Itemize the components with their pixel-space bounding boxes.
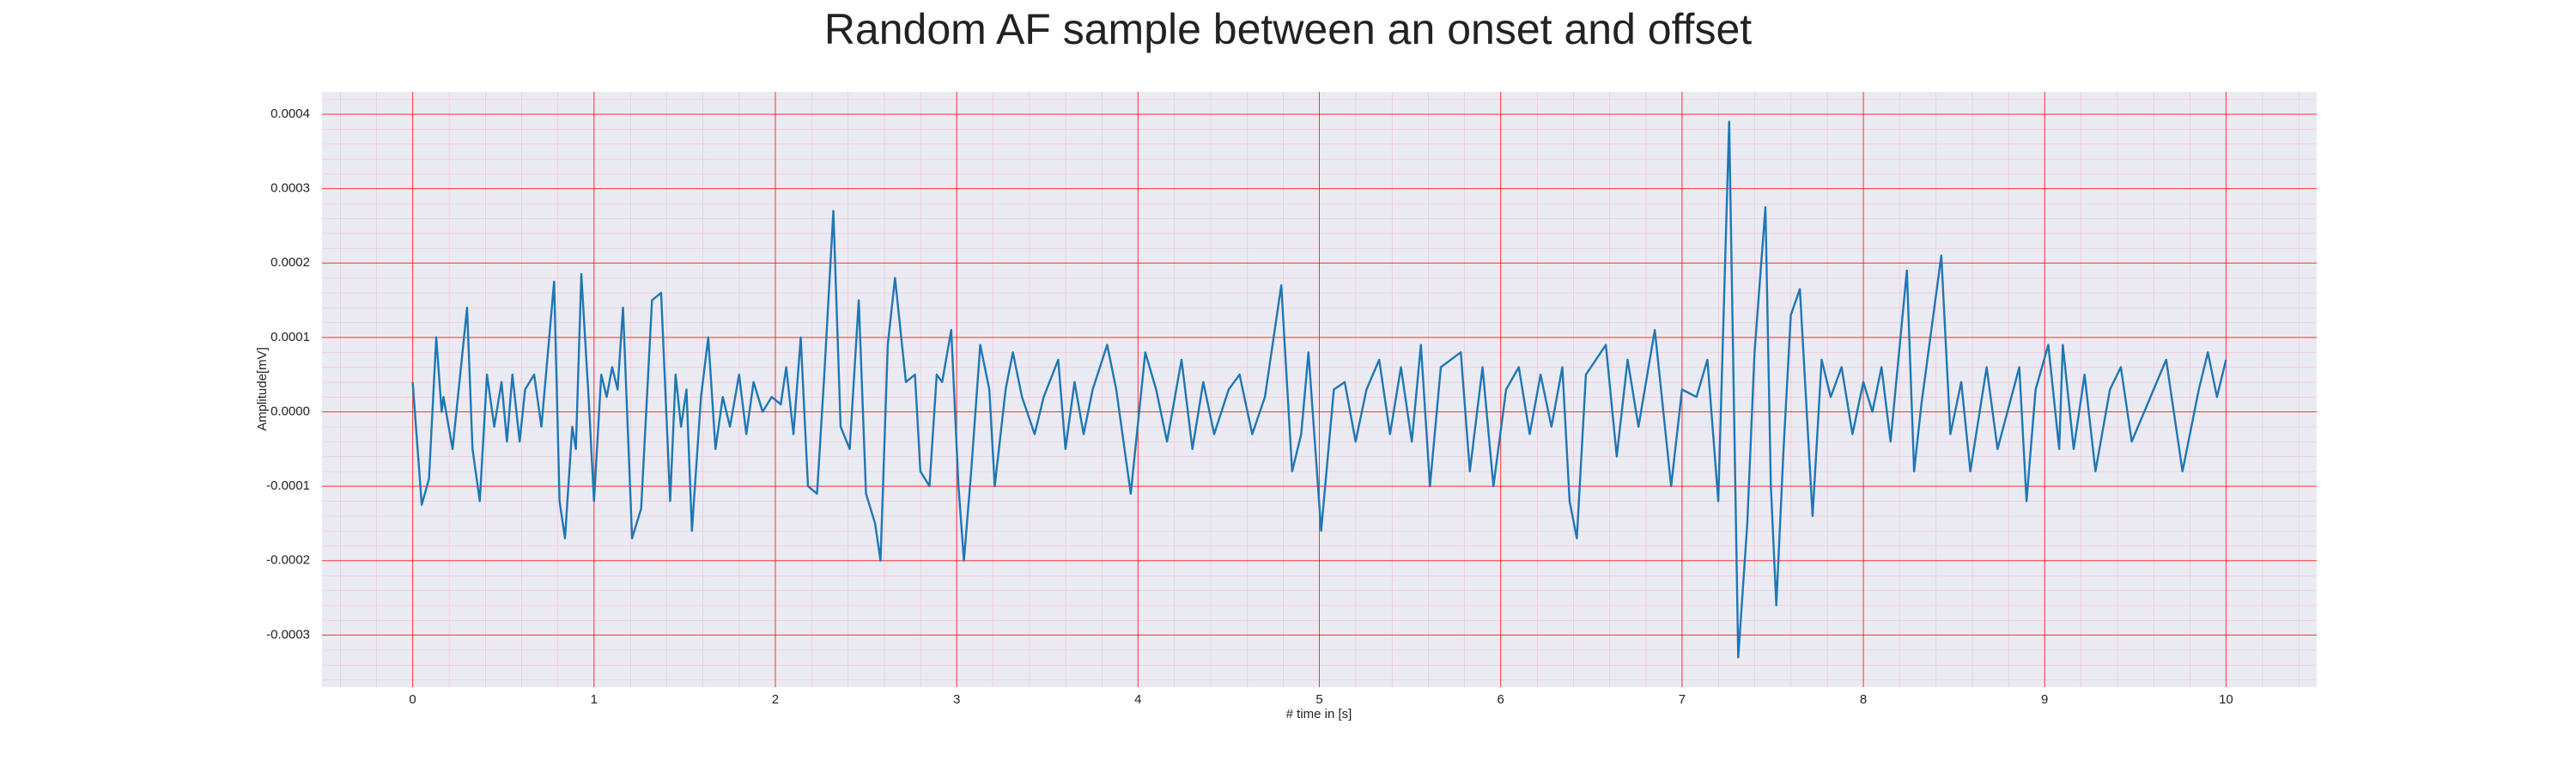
y-tick-label: -0.0003 xyxy=(266,627,310,642)
x-tick-label: 6 xyxy=(1498,692,1504,707)
x-tick-label: 9 xyxy=(2041,692,2048,707)
x-axis-label: # time in [s] xyxy=(1286,707,1352,721)
x-tick-label: 5 xyxy=(1315,692,1322,707)
x-tick-label: 3 xyxy=(953,692,960,707)
y-tick-label: 0.0004 xyxy=(270,107,310,121)
x-tick-label: 7 xyxy=(1679,692,1686,707)
x-tick-label: 2 xyxy=(772,692,779,707)
x-tick-label: 4 xyxy=(1134,692,1141,707)
x-tick-label: 8 xyxy=(1860,692,1867,707)
y-tick-label: 0.0001 xyxy=(270,330,310,344)
x-tick-label: 0 xyxy=(409,692,416,707)
y-tick-label: 0.0000 xyxy=(270,404,310,418)
y-tick-label: 0.0003 xyxy=(270,181,310,196)
y-tick-label: 0.0002 xyxy=(270,255,310,270)
y-tick-label: -0.0002 xyxy=(266,553,310,568)
x-tick-label: 1 xyxy=(591,692,598,707)
x-tick-label: 10 xyxy=(2219,692,2233,707)
signal-line xyxy=(411,120,2227,659)
y-axis-label: Amplitude[mV] xyxy=(255,347,270,431)
chart-title: Random AF sample between an onset and of… xyxy=(824,5,1752,53)
y-tick-label: -0.0001 xyxy=(266,478,310,493)
